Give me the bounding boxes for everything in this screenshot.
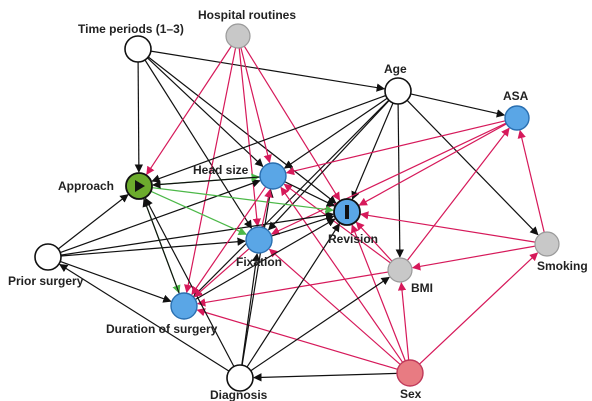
edge-smoking-to-bmi <box>411 245 536 271</box>
edge-head-size-to-approach <box>152 176 261 189</box>
edge-head-size-to-duration <box>191 186 267 296</box>
node-head-size <box>259 162 287 190</box>
edge-time-periods-to-revision <box>147 56 337 204</box>
label-asa: ASA <box>503 89 529 103</box>
label-prior-surgery: Prior surgery <box>8 274 84 288</box>
edge-diagnosis-to-bmi <box>250 276 390 372</box>
node-asa <box>504 105 530 131</box>
edge-hospital-routines-to-revision <box>243 45 341 201</box>
edge-sex-to-revision <box>350 224 406 362</box>
edge-sex-to-head-size <box>280 186 404 363</box>
edge-approach-to-revision <box>151 187 334 214</box>
label-fixation: Fixation <box>236 255 282 269</box>
play-triangle-icon <box>135 180 145 192</box>
edge-bmi-to-revision <box>355 221 393 262</box>
node-prior-surgery <box>34 243 62 271</box>
edge-bmi-to-duration <box>196 271 389 307</box>
node-smoking <box>534 231 560 257</box>
edge-age-to-revision <box>351 102 394 200</box>
edge-head-size-to-revision <box>284 181 336 207</box>
node-age <box>384 77 412 105</box>
nodes-layer: Time periods (1–3) Hospital routines Age… <box>8 8 588 401</box>
label-time-periods: Time periods (1–3) <box>78 22 184 36</box>
edge-hospital-routines-to-fixation <box>238 47 262 227</box>
node-sex <box>396 359 424 387</box>
edge-asa-to-revision <box>358 123 507 206</box>
edge-approach-to-fixation <box>150 190 247 236</box>
edge-prior-surgery-to-head-size <box>59 179 261 254</box>
edge-diagnosis-to-head-size <box>241 188 274 366</box>
node-time-periods <box>124 35 152 63</box>
edge-hospital-routines-to-duration <box>184 47 237 294</box>
edge-smoking-to-asa <box>517 129 545 233</box>
node-hospital-routines <box>225 23 251 49</box>
edge-duration-to-approach <box>142 198 180 295</box>
edge-diagnosis-to-revision <box>246 223 340 368</box>
label-age: Age <box>384 62 407 76</box>
edge-prior-surgery-to-approach <box>57 194 129 250</box>
edge-diagnosis-to-approach <box>144 197 235 367</box>
label-revision: Revision <box>328 232 378 246</box>
edge-age-to-duration <box>193 99 390 297</box>
edge-age-to-smoking <box>406 99 539 236</box>
edge-age-to-asa <box>410 93 506 118</box>
label-duration-of-surgery: Duration of surgery <box>106 322 218 336</box>
edge-hospital-routines-to-approach <box>146 45 232 176</box>
edge-time-periods-to-approach <box>134 61 144 173</box>
edge-asa-to-fixation <box>270 122 507 235</box>
edge-sex-to-bmi <box>397 282 410 361</box>
edge-diagnosis-to-prior-surgery <box>59 263 230 372</box>
edge-age-to-approach <box>151 94 387 183</box>
edge-time-periods-to-age <box>150 50 386 92</box>
node-duration-of-surgery <box>170 292 198 320</box>
edge-prior-surgery-to-duration <box>59 260 172 303</box>
label-bmi: BMI <box>411 281 433 295</box>
edge-asa-to-head-size <box>285 120 506 176</box>
vertical-bar-icon <box>345 205 349 219</box>
edge-time-periods-to-head-size <box>147 57 264 167</box>
label-sex: Sex <box>400 387 422 401</box>
label-smoking: Smoking <box>537 259 588 273</box>
edge-diagnosis-to-fixation <box>241 253 261 366</box>
label-approach: Approach <box>58 179 114 193</box>
edge-fixation-to-duration <box>193 248 250 298</box>
edge-smoking-to-revision <box>359 211 536 243</box>
edge-prior-surgery-to-revision <box>60 211 335 256</box>
label-head-size: Head size <box>193 163 249 177</box>
edge-bmi-to-asa <box>406 127 510 261</box>
node-diagnosis <box>226 364 254 392</box>
edge-hospital-routines-to-head-size <box>240 47 272 164</box>
label-hospital-routines: Hospital routines <box>198 8 296 22</box>
edges-layer <box>57 45 545 382</box>
label-diagnosis: Diagnosis <box>210 388 268 401</box>
edge-time-periods-to-fixation <box>144 59 253 229</box>
edge-duration-to-revision <box>195 218 336 301</box>
edge-fixation-to-head-size <box>261 188 273 228</box>
edge-prior-surgery-to-fixation <box>60 237 246 257</box>
edge-age-to-head-size <box>283 97 388 169</box>
edge-fixation-to-revision <box>271 214 335 237</box>
edge-sex-to-diagnosis <box>253 372 398 382</box>
edge-sex-to-smoking <box>419 252 539 365</box>
node-bmi <box>387 257 413 283</box>
edge-age-to-fixation <box>268 100 390 231</box>
node-fixation <box>245 226 273 254</box>
edge-age-to-bmi <box>395 103 405 258</box>
edge-sex-to-fixation <box>268 248 401 365</box>
